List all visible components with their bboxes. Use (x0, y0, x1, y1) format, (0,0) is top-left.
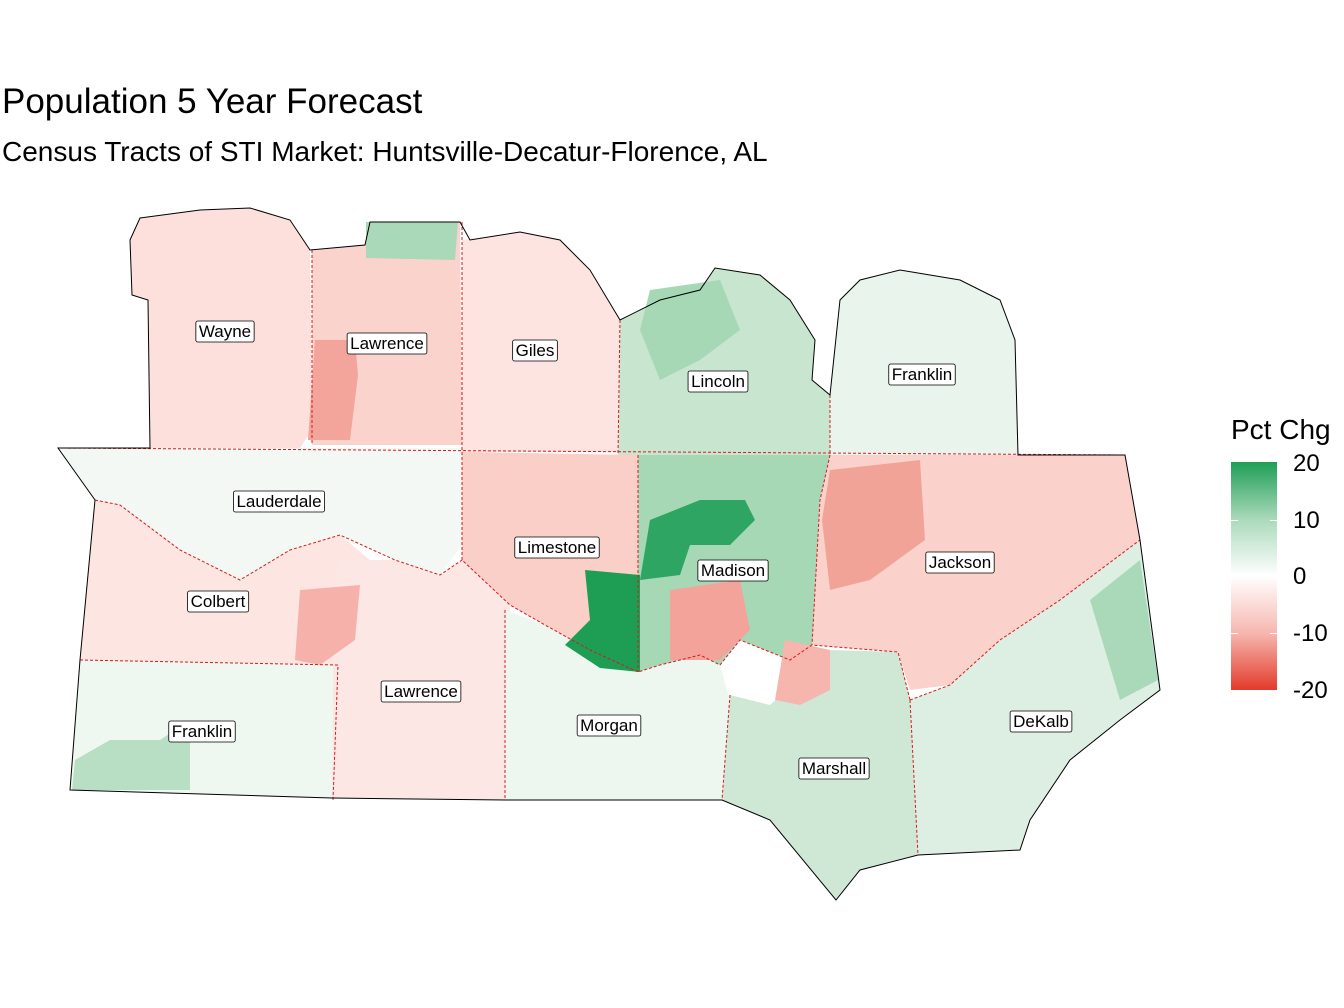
county-label-madison: Madison (697, 559, 769, 582)
legend-colorbar (1231, 462, 1277, 690)
county-label-box (687, 370, 749, 393)
tract-marshall-low (775, 640, 830, 705)
county-label-franklin: Franklin (168, 720, 236, 743)
tract-franklin-al-green (72, 720, 190, 790)
county-label-box (380, 680, 462, 703)
county-label-text: Lawrence (384, 682, 458, 701)
county-label-box (233, 490, 325, 513)
county-label-franklin: Franklin (888, 363, 956, 386)
tract-colbert-low (295, 585, 360, 665)
legend-tick-10: 10 (1293, 507, 1320, 534)
tract-madison-low (670, 580, 750, 660)
county-label-box (168, 720, 236, 743)
county-label-text: Lauderdale (236, 492, 321, 511)
legend-tick-0: 0 (1293, 563, 1307, 590)
county-franklin-tn (830, 270, 1018, 455)
county-label-box (514, 536, 600, 559)
county-fills (58, 208, 1160, 900)
county-label-box (1009, 710, 1073, 733)
county-label-box (187, 590, 250, 613)
county-label-box (925, 551, 995, 574)
county-label-marshall: Marshall (798, 757, 870, 780)
legend-tick-neg20: -20 (1293, 677, 1328, 704)
county-label-text: Marshall (802, 759, 866, 778)
county-label-text: Colbert (191, 592, 246, 611)
county-label-colbert: Colbert (187, 590, 250, 613)
county-label-box (576, 714, 642, 737)
county-label-box (346, 332, 428, 355)
county-label-lincoln: Lincoln (687, 370, 749, 393)
county-lauderdale (58, 448, 462, 580)
county-label-text: Morgan (580, 716, 638, 735)
county-label-limestone: Limestone (514, 536, 600, 559)
county-label-text: Madison (701, 561, 765, 580)
county-label-lawrence: Lawrence (346, 332, 428, 355)
county-label-wayne: Wayne (195, 320, 255, 343)
county-label-text: Franklin (172, 722, 232, 741)
county-label-text: Wayne (199, 322, 251, 341)
tract-dekalb-green (1090, 560, 1158, 700)
county-label-morgan: Morgan (576, 714, 642, 737)
county-label-box (512, 339, 558, 362)
county-label-box (798, 757, 870, 780)
county-label-lauderdale: Lauderdale (233, 490, 325, 513)
map-subtitle: Census Tracts of STI Market: Huntsville-… (2, 136, 768, 167)
county-label-jackson: Jackson (925, 551, 995, 574)
county-label-box (888, 363, 956, 386)
tract-madison-high-2 (640, 500, 755, 580)
tract-lawrence-tn-green (366, 222, 458, 260)
county-lawrence-al (332, 560, 510, 800)
county-morgan (505, 610, 730, 800)
county-label-text: Limestone (518, 538, 596, 557)
market-outline (57, 207, 1161, 901)
county-label-box (195, 320, 255, 343)
tract-madison-high (565, 570, 640, 672)
county-label-giles: Giles (512, 339, 558, 362)
county-label-dekalb: DeKalb (1009, 710, 1073, 733)
county-label-box (697, 559, 769, 582)
county-label-text: Giles (516, 341, 555, 360)
county-colbert (80, 500, 370, 665)
county-borders (57, 222, 1141, 856)
county-label-lawrence: Lawrence (380, 680, 462, 703)
tract-lincoln-green (640, 280, 740, 380)
county-labels: Wayne Lawrence Giles Lincoln Franklin Lauderd… (168, 320, 1073, 780)
county-label-text: Lincoln (691, 372, 745, 391)
legend-tick-neg10: -10 (1293, 620, 1328, 647)
tract-lawrence-tn-low (308, 340, 358, 440)
tract-jackson-low (822, 460, 925, 590)
county-label-text: DeKalb (1013, 712, 1069, 731)
map-title: Population 5 Year Forecast (2, 82, 423, 121)
county-label-text: Franklin (892, 365, 952, 384)
legend-tick-20: 20 (1293, 450, 1320, 477)
legend-title: Pct Chg (1231, 414, 1331, 445)
county-label-text: Lawrence (350, 334, 424, 353)
county-label-text: Jackson (929, 553, 991, 572)
